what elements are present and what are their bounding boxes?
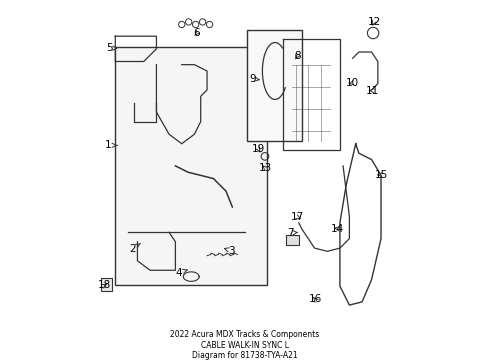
- Bar: [246, 30, 302, 140]
- Text: 19: 19: [252, 144, 265, 154]
- Text: 13: 13: [259, 163, 272, 174]
- Text: 7: 7: [288, 228, 297, 238]
- Text: 3: 3: [224, 246, 234, 256]
- Bar: [101, 278, 112, 291]
- Text: 5: 5: [106, 43, 117, 53]
- Text: 12: 12: [368, 17, 381, 27]
- Text: 1: 1: [105, 140, 117, 150]
- Text: 8: 8: [294, 51, 300, 61]
- Text: 4: 4: [175, 268, 188, 278]
- Text: 10: 10: [345, 78, 359, 88]
- Text: 2: 2: [129, 243, 141, 254]
- Text: 17: 17: [291, 212, 304, 222]
- Text: 6: 6: [194, 28, 200, 38]
- Text: 14: 14: [331, 224, 344, 234]
- Bar: [115, 47, 267, 284]
- Text: 2022 Acura MDX Tracks & Components
CABLE WALK-IN SYNC L
Diagram for 81738-TYA-A2: 2022 Acura MDX Tracks & Components CABLE…: [171, 330, 319, 360]
- Text: 9: 9: [249, 74, 259, 84]
- Text: 16: 16: [309, 294, 322, 304]
- Bar: [286, 235, 299, 245]
- Text: 15: 15: [374, 170, 388, 180]
- Text: 18: 18: [98, 280, 111, 291]
- Text: 11: 11: [366, 86, 379, 96]
